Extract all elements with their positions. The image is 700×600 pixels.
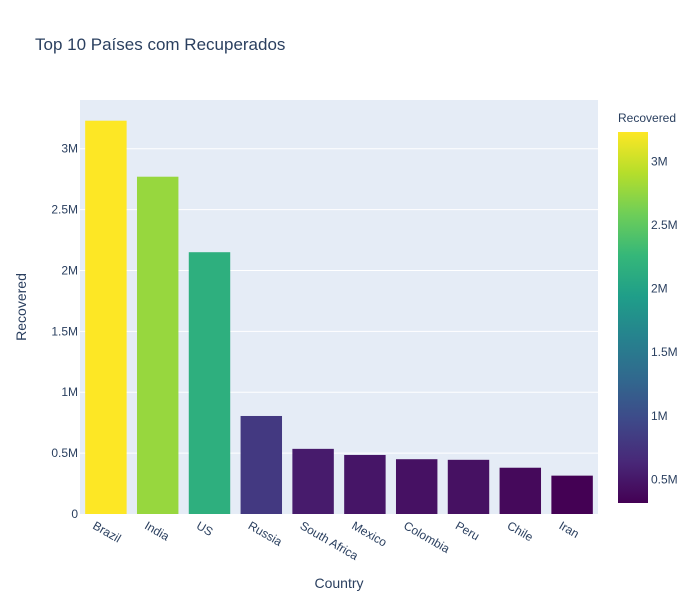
chart-title: Top 10 Países com Recuperados [35,35,285,54]
bar-south-africa [292,448,334,514]
y-tick-label: 1.5M [51,324,78,338]
bar-mexico [344,454,386,514]
colorbar [618,132,648,503]
bar-chile [499,467,542,514]
colorbar-title: Recovered [618,111,676,125]
y-tick-label: 2M [61,263,78,277]
x-axis-title: Country [314,575,363,591]
bar-us [188,252,231,515]
y-tick-label: 1M [61,385,78,399]
y-tick-label: 0.5M [51,446,78,460]
bar-colombia [395,459,438,514]
y-axis-ticks: 0 0.5M 1M 1.5M 2M 2.5M 3M [51,142,78,521]
colorbar-tick-label: 2.5M [651,218,678,232]
bars-group [85,120,593,515]
x-tick-label: Russia [246,518,285,549]
bar-india [136,176,179,514]
bar-russia [240,415,283,514]
y-tick-label: 0 [71,507,78,521]
y-tick-label: 2.5M [51,203,78,217]
x-tick-label: India [142,518,172,543]
y-tick-label: 3M [61,142,78,156]
x-tick-label: Colombia [401,518,452,556]
colorbar-tick-label: 0.5M [651,472,678,486]
colorbar-tick-label: 3M [651,154,668,168]
bar-peru [447,459,490,514]
bar-iran [551,475,593,514]
y-axis-title: Recovered [13,273,29,341]
x-tick-label: US [194,518,215,538]
x-tick-label: Brazil [90,518,123,545]
x-tick-label: Chile [505,518,536,544]
x-tick-label: Peru [453,518,482,543]
x-tick-label: Mexico [349,518,389,549]
bar-brazil [85,120,127,514]
colorbar-tick-label: 1M [651,409,668,423]
colorbar-tick-label: 2M [651,282,668,296]
x-tick-label: Iran [557,518,582,540]
colorbar-tick-label: 1.5M [651,345,678,359]
colorbar-ticks: 0.5M 1M 1.5M 2M 2.5M 3M [651,154,678,486]
